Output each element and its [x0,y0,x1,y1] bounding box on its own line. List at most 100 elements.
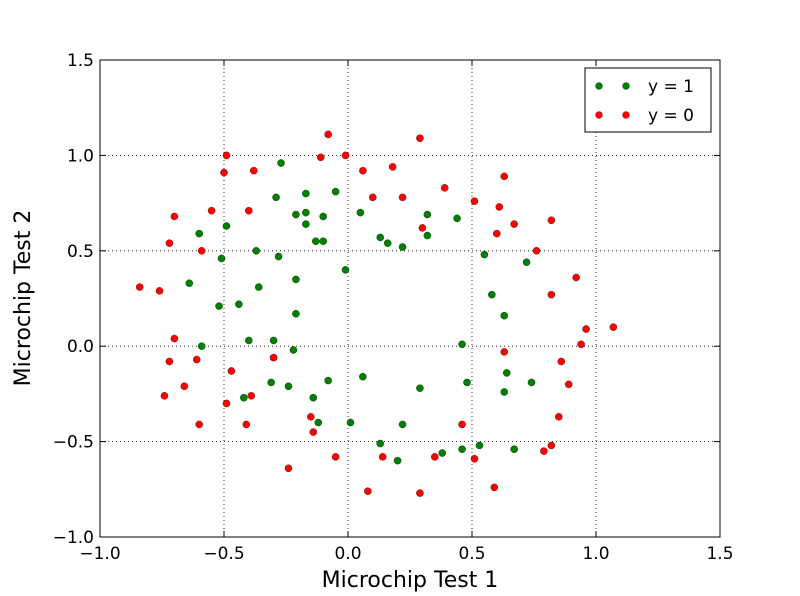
point-y1 [252,247,260,255]
point-y0 [316,153,325,162]
point-y0 [245,206,253,215]
legend-marker-y0 [622,111,630,119]
point-y0 [555,413,563,421]
point-y1 [309,393,318,402]
point-y0 [155,287,164,295]
point-y1 [423,231,432,240]
point-y0 [307,413,315,421]
point-y1 [217,254,226,263]
point-y0 [269,353,278,362]
point-y1 [510,445,518,453]
point-y0 [341,151,350,160]
point-y1 [289,346,298,354]
point-y0 [458,420,466,429]
point-y0 [547,441,556,450]
point-y1 [269,336,278,345]
point-y1 [453,214,461,223]
point-y0 [495,203,504,211]
point-y0 [490,483,499,492]
axis-ticks: −1.0 −0.5 0.0 0.5 1.0 1.5 −1.0 −0.5 0.0 0.5 1.0 1.5 [53,51,734,564]
point-y1 [302,220,310,228]
legend-box [584,67,712,133]
point-y0 [532,247,541,255]
point-y0 [398,193,407,202]
point-y0 [250,166,258,175]
point-y0 [222,151,231,160]
point-y0 [582,325,590,333]
point-y1 [356,208,365,217]
point-y1 [341,266,350,274]
data-points [135,130,618,497]
point-y0 [388,163,397,171]
x-tick-label: 1.0 [582,544,609,564]
x-tick-label: 1.5 [706,544,733,564]
point-y1 [458,340,466,349]
point-y1 [500,311,508,320]
point-y0 [227,367,236,375]
point-y0 [197,247,206,255]
x-tick-label: 0.0 [334,544,361,564]
point-y0 [572,273,580,282]
y-tick-label: 1.0 [67,146,94,166]
point-y1 [292,275,300,284]
legend-marker-y1 [622,82,630,90]
point-y1 [502,369,511,377]
y-tick-label: 1.5 [67,51,94,71]
point-y1 [488,290,496,299]
point-y1 [302,208,310,217]
grid-lines [100,60,720,537]
point-y0 [324,130,332,139]
point-y1 [222,222,231,230]
point-y0 [242,420,251,429]
point-y1 [302,189,310,198]
point-y0 [369,193,377,202]
y-tick-label: −1.0 [53,528,94,548]
point-y1 [376,439,384,448]
point-y1 [346,418,355,427]
point-y0 [359,166,367,175]
x-tick-label: 0.5 [458,544,485,564]
point-y0 [207,206,216,215]
legend: y = 1 y = 0 [584,67,712,133]
point-y0 [564,380,573,389]
y-tick-label: −0.5 [53,433,94,453]
point-y1 [319,212,327,221]
point-y0 [493,229,501,238]
point-y0 [222,399,231,408]
point-y1 [240,393,248,402]
point-y1 [376,233,384,242]
point-y1 [215,302,223,310]
point-y0 [500,348,508,356]
point-y0 [416,489,424,497]
point-y0 [160,392,169,400]
point-y1 [527,378,536,387]
point-y1 [480,250,489,259]
point-y0 [500,172,508,181]
point-y1 [500,388,508,396]
point-y1 [314,418,322,427]
point-y0 [247,392,256,400]
point-y1 [475,441,484,450]
point-y0 [440,184,449,192]
point-y1 [423,210,432,219]
point-y0 [195,420,203,429]
point-y1 [195,229,203,238]
y-axis-label: Microchip Test 2 [11,210,36,387]
point-y1 [416,384,424,392]
point-y1 [274,252,283,261]
x-tick-label: −0.5 [203,544,244,564]
point-y0 [577,340,585,349]
point-y1 [277,159,285,167]
legend-label-y0: y = 0 [648,106,694,126]
point-y1 [254,283,263,291]
point-y0 [470,455,479,463]
point-y1 [463,378,471,387]
point-y0 [284,464,293,473]
point-y0 [180,382,189,391]
legend-label-y1: y = 1 [648,77,694,97]
point-y0 [192,355,201,364]
point-y0 [431,453,439,461]
point-y0 [547,290,556,299]
point-y0 [609,323,618,331]
point-y1 [331,187,340,196]
